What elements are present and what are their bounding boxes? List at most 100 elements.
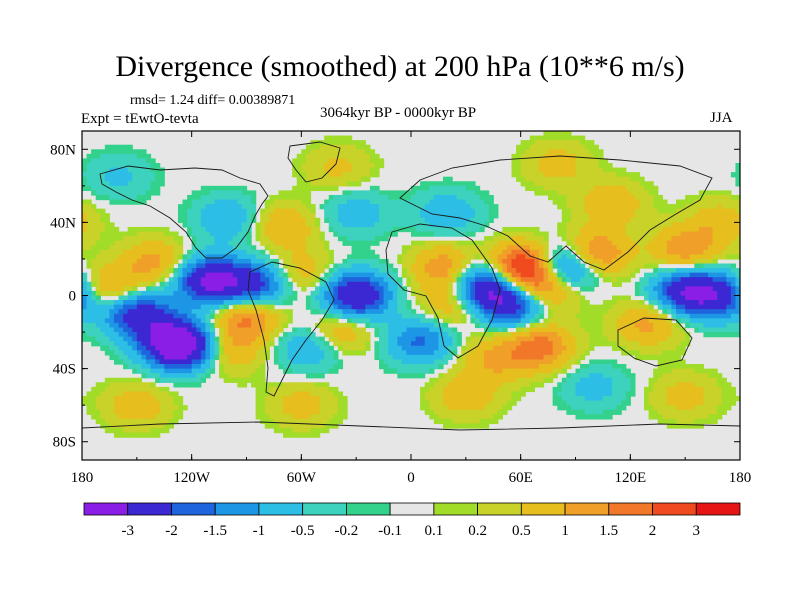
field-cell	[470, 272, 476, 278]
field-cell	[246, 309, 252, 315]
field-cell	[602, 217, 609, 223]
field-cell	[726, 281, 732, 287]
field-cell	[397, 213, 403, 219]
field-cell	[219, 290, 225, 297]
field-cell	[95, 309, 101, 315]
field-cell	[420, 336, 426, 342]
field-cell	[365, 208, 371, 214]
field-cell	[168, 258, 174, 265]
field-cell	[269, 295, 275, 301]
field-cell	[589, 153, 595, 160]
field-cell	[136, 245, 142, 251]
field-cell	[118, 304, 124, 310]
field-cell	[347, 341, 353, 347]
field-cell	[365, 281, 371, 287]
field-cell	[488, 313, 494, 319]
field-cell	[543, 135, 549, 141]
field-cell	[543, 318, 549, 324]
field-cell	[95, 318, 101, 324]
field-cell	[383, 290, 389, 297]
field-cell	[209, 213, 216, 219]
field-cell	[630, 272, 636, 278]
field-cell	[730, 281, 737, 287]
field-cell	[118, 167, 124, 173]
field-cell	[470, 318, 476, 324]
field-cell	[616, 268, 622, 274]
field-cell	[273, 277, 280, 283]
field-cell	[383, 226, 389, 233]
field-cell	[525, 304, 531, 310]
field-cell	[616, 341, 622, 347]
field-cell	[219, 336, 225, 342]
field-cell	[113, 281, 120, 287]
field-cell	[379, 327, 385, 333]
field-cell	[644, 336, 650, 342]
field-cell	[127, 249, 133, 255]
field-cell	[209, 336, 216, 342]
field-cell	[214, 336, 220, 342]
field-cell	[269, 322, 275, 329]
field-cell	[310, 277, 316, 283]
field-cell	[580, 185, 586, 191]
field-cell	[305, 153, 312, 160]
field-cell	[127, 290, 133, 297]
field-cell	[255, 295, 261, 301]
field-cell	[584, 236, 590, 242]
field-cell	[273, 226, 280, 233]
field-cell	[337, 277, 344, 283]
field-cell	[717, 217, 723, 223]
field-cell	[388, 208, 394, 214]
field-cell	[292, 327, 298, 333]
field-cell	[621, 277, 627, 283]
field-cell	[209, 231, 216, 237]
field-cell	[283, 277, 289, 283]
field-cell	[525, 140, 531, 146]
field-cell	[465, 208, 471, 214]
field-cell	[612, 272, 618, 278]
field-cell	[662, 277, 668, 283]
field-cell	[479, 295, 485, 301]
field-cell	[735, 245, 740, 251]
field-cell	[538, 336, 545, 342]
field-cell	[516, 300, 522, 306]
field-cell	[470, 332, 476, 338]
field-cell	[534, 272, 540, 278]
field-cell	[666, 277, 673, 283]
field-cell	[708, 318, 714, 324]
field-cell	[465, 204, 471, 210]
field-cell	[388, 217, 394, 223]
field-cell	[525, 341, 531, 347]
field-cell	[337, 199, 344, 205]
field-cell	[177, 327, 184, 333]
field-cell	[342, 290, 348, 297]
field-cell	[260, 327, 266, 333]
field-cell	[374, 185, 380, 191]
field-cell	[447, 213, 453, 219]
field-cell	[584, 336, 590, 342]
field-cell	[497, 341, 503, 347]
field-cell	[420, 341, 426, 347]
field-cell	[219, 318, 225, 324]
field-cell	[726, 236, 732, 242]
field-cell	[621, 181, 627, 187]
field-cell	[292, 222, 298, 228]
field-cell	[511, 322, 517, 329]
field-cell	[648, 258, 654, 265]
field-cell	[593, 167, 599, 173]
field-cell	[708, 226, 714, 233]
field-cell	[351, 327, 357, 333]
field-cell	[246, 190, 252, 196]
field-cell	[351, 213, 357, 219]
field-cell	[452, 222, 458, 228]
field-cell	[694, 222, 700, 228]
field-cell	[237, 217, 243, 223]
field-cell	[401, 286, 408, 292]
field-cell	[91, 268, 97, 274]
field-cell	[123, 231, 129, 237]
field-cell	[593, 185, 599, 191]
field-cell	[264, 345, 270, 351]
field-cell	[333, 158, 339, 164]
field-cell	[634, 304, 641, 310]
field-cell	[411, 290, 417, 297]
field-cell	[223, 222, 229, 228]
